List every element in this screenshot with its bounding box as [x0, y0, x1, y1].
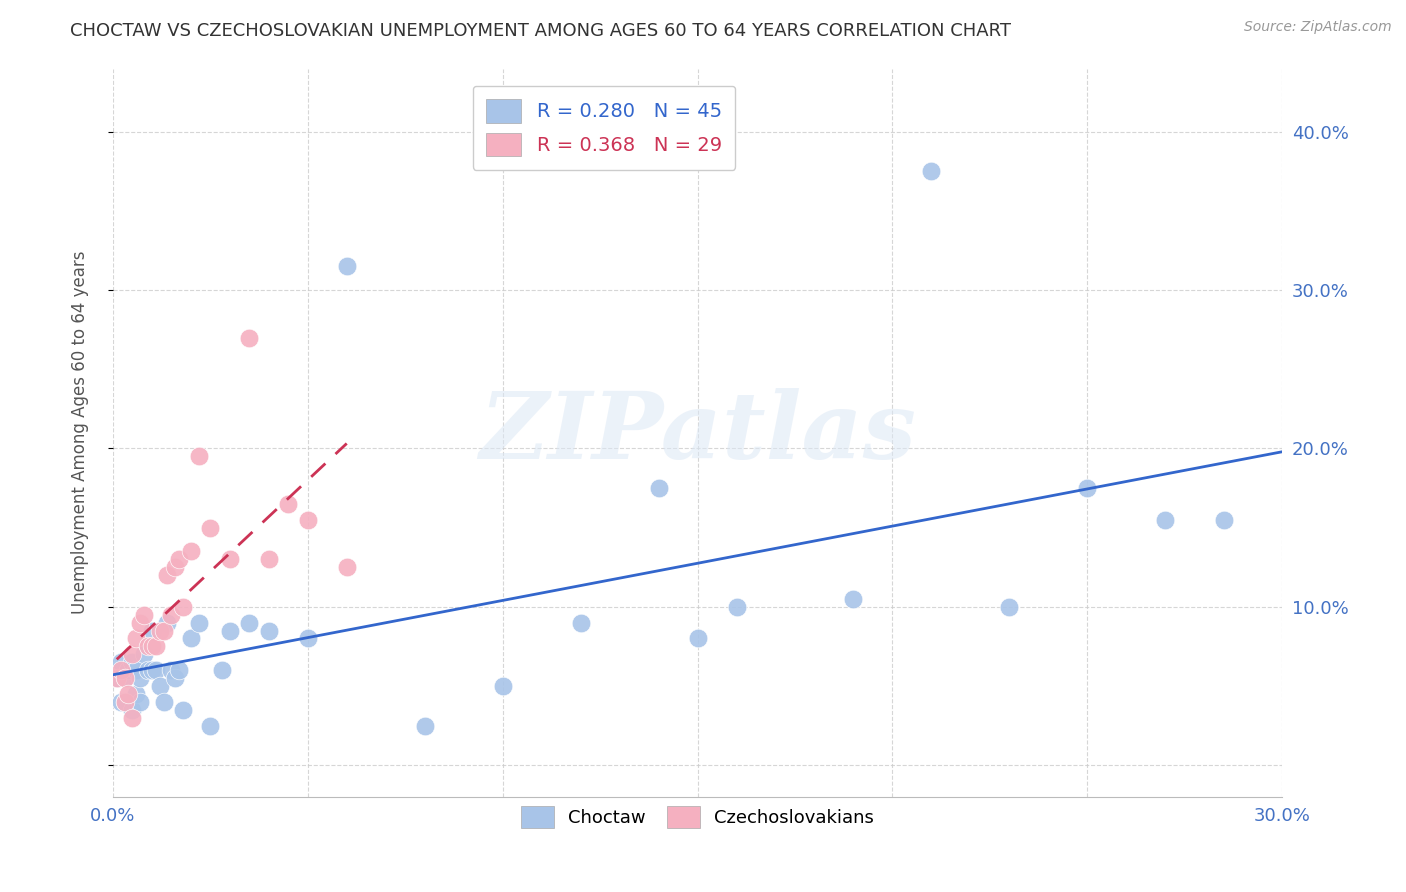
- Point: [160, 607, 183, 622]
- Point: [998, 599, 1021, 614]
- Point: [141, 663, 163, 677]
- Point: [413, 718, 436, 732]
- Point: [114, 695, 136, 709]
- Point: [114, 671, 136, 685]
- Point: [125, 632, 148, 646]
- Point: [187, 615, 209, 630]
- Legend: Choctaw, Czechoslovakians: Choctaw, Czechoslovakians: [513, 798, 882, 835]
- Point: [277, 497, 299, 511]
- Point: [218, 624, 240, 638]
- Point: [491, 679, 513, 693]
- Point: [152, 695, 174, 709]
- Point: [152, 624, 174, 638]
- Point: [1212, 513, 1234, 527]
- Point: [167, 663, 190, 677]
- Point: [125, 687, 148, 701]
- Point: [117, 687, 139, 701]
- Point: [297, 513, 319, 527]
- Point: [165, 671, 187, 685]
- Point: [105, 671, 128, 685]
- Point: [117, 663, 139, 677]
- Point: [132, 607, 155, 622]
- Point: [121, 703, 143, 717]
- Point: [167, 552, 190, 566]
- Point: [218, 552, 240, 566]
- Point: [149, 679, 172, 693]
- Point: [842, 591, 865, 606]
- Point: [121, 655, 143, 669]
- Point: [149, 624, 172, 638]
- Point: [180, 544, 202, 558]
- Point: [187, 450, 209, 464]
- Point: [200, 718, 222, 732]
- Point: [136, 640, 159, 654]
- Point: [336, 560, 359, 574]
- Point: [110, 663, 132, 677]
- Point: [129, 695, 152, 709]
- Point: [725, 599, 748, 614]
- Point: [141, 624, 163, 638]
- Point: [156, 568, 179, 582]
- Point: [165, 560, 187, 574]
- Point: [160, 663, 183, 677]
- Point: [569, 615, 592, 630]
- Point: [132, 648, 155, 662]
- Point: [1076, 481, 1098, 495]
- Point: [180, 632, 202, 646]
- Point: [1154, 513, 1177, 527]
- Text: ZIPatlas: ZIPatlas: [479, 388, 917, 477]
- Point: [136, 663, 159, 677]
- Point: [145, 640, 167, 654]
- Y-axis label: Unemployment Among Ages 60 to 64 years: Unemployment Among Ages 60 to 64 years: [72, 251, 89, 615]
- Point: [336, 260, 359, 274]
- Point: [156, 615, 179, 630]
- Point: [920, 164, 942, 178]
- Point: [257, 552, 280, 566]
- Point: [110, 655, 132, 669]
- Text: CHOCTAW VS CZECHOSLOVAKIAN UNEMPLOYMENT AMONG AGES 60 TO 64 YEARS CORRELATION CH: CHOCTAW VS CZECHOSLOVAKIAN UNEMPLOYMENT …: [70, 22, 1011, 40]
- Point: [686, 632, 709, 646]
- Point: [257, 624, 280, 638]
- Point: [114, 695, 136, 709]
- Point: [129, 615, 152, 630]
- Point: [141, 640, 163, 654]
- Point: [129, 671, 152, 685]
- Point: [238, 331, 260, 345]
- Point: [145, 663, 167, 677]
- Point: [105, 671, 128, 685]
- Point: [211, 663, 233, 677]
- Point: [200, 521, 222, 535]
- Point: [121, 648, 143, 662]
- Point: [121, 711, 143, 725]
- Point: [297, 632, 319, 646]
- Point: [172, 703, 194, 717]
- Point: [172, 599, 194, 614]
- Point: [114, 671, 136, 685]
- Point: [125, 663, 148, 677]
- Point: [110, 695, 132, 709]
- Point: [647, 481, 669, 495]
- Point: [238, 615, 260, 630]
- Text: Source: ZipAtlas.com: Source: ZipAtlas.com: [1244, 20, 1392, 34]
